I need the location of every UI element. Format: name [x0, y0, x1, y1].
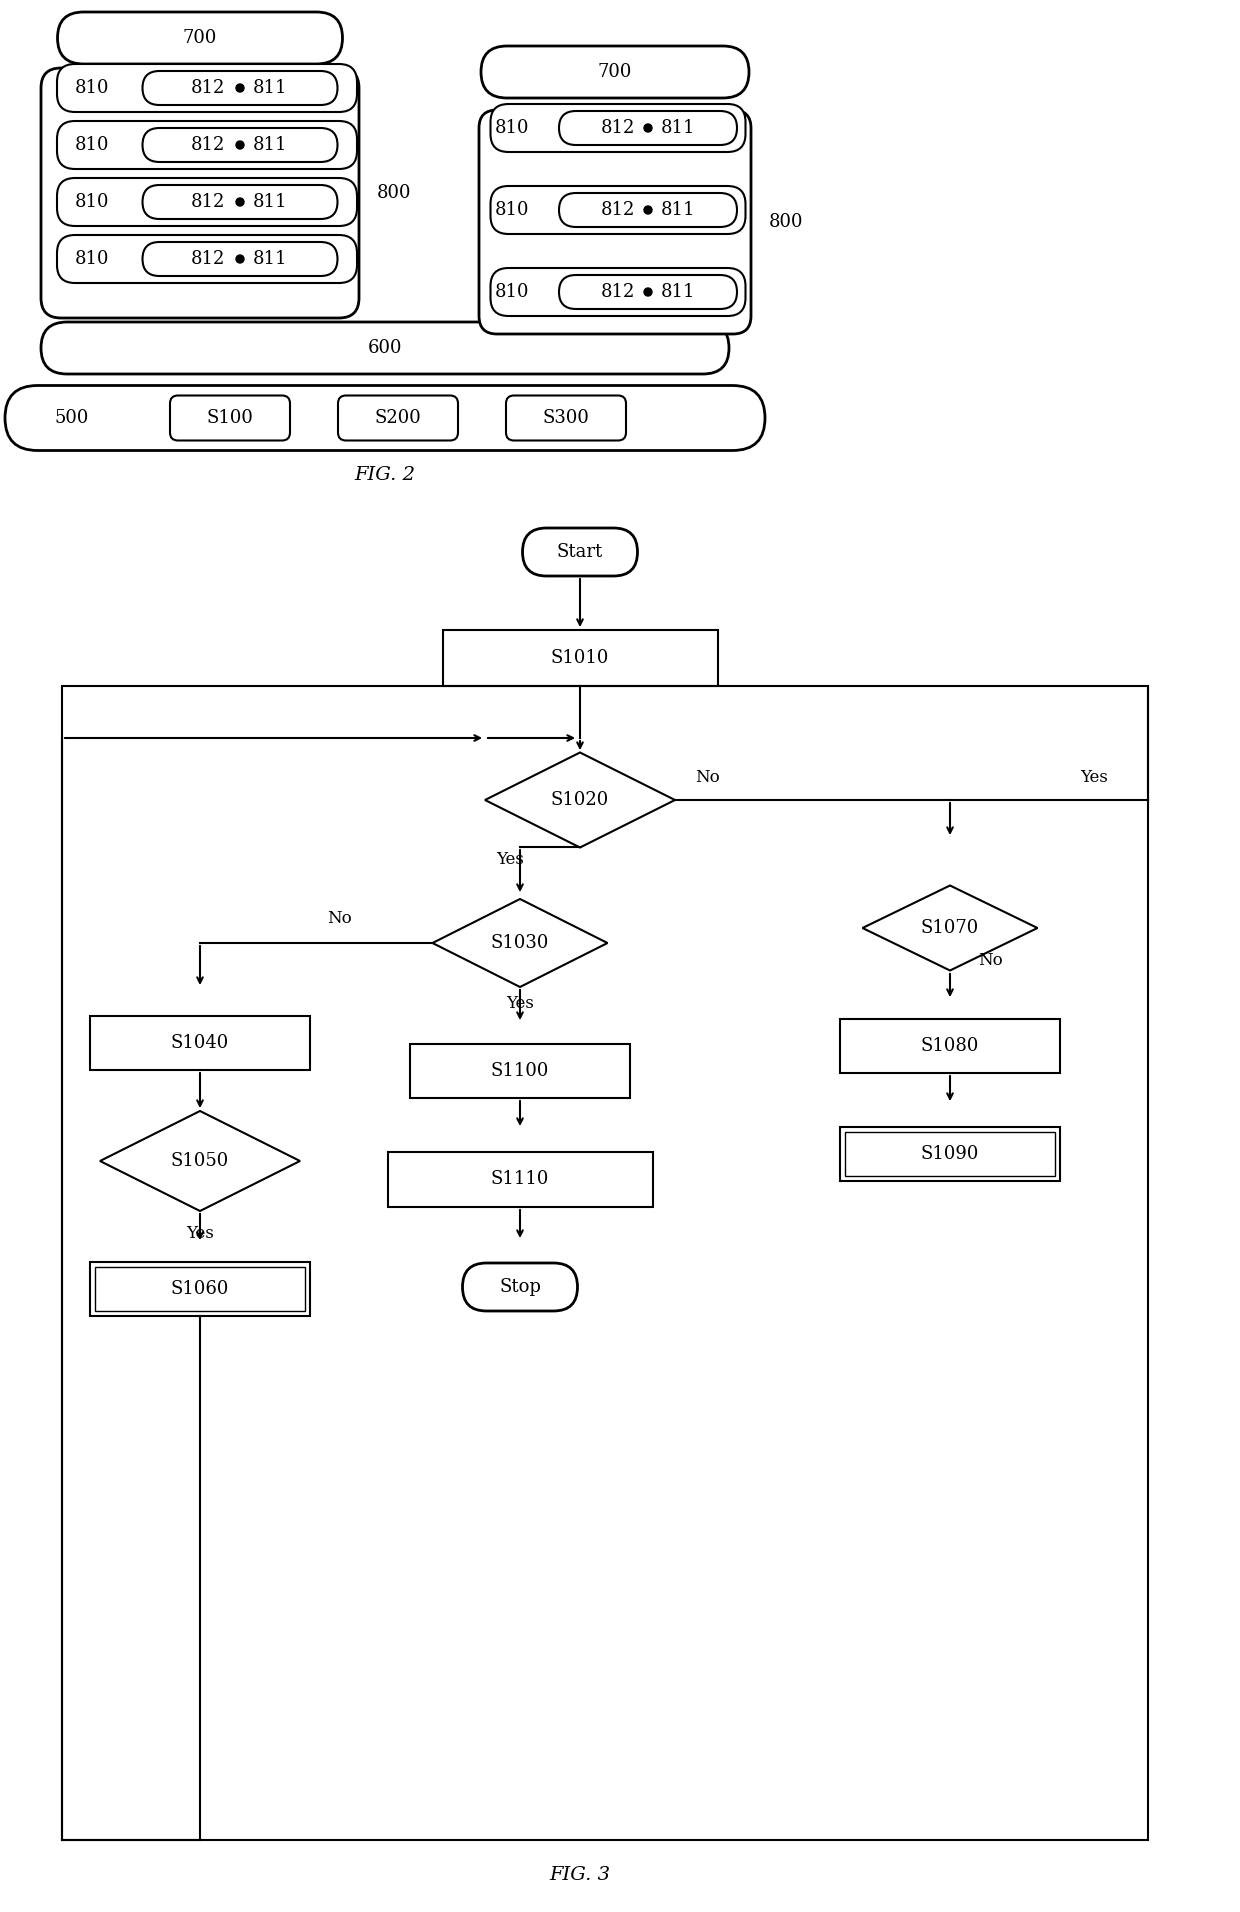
FancyBboxPatch shape [143, 128, 337, 163]
FancyBboxPatch shape [506, 396, 626, 440]
Text: 700: 700 [182, 29, 217, 48]
FancyBboxPatch shape [339, 396, 458, 440]
Text: S1040: S1040 [171, 1034, 229, 1052]
Text: 811: 811 [661, 201, 696, 220]
Circle shape [236, 84, 244, 92]
Text: 812: 812 [191, 78, 226, 98]
Text: No: No [327, 910, 352, 927]
Text: S1110: S1110 [491, 1170, 549, 1187]
FancyBboxPatch shape [57, 63, 357, 113]
Text: 700: 700 [598, 63, 632, 80]
FancyBboxPatch shape [170, 396, 290, 440]
FancyBboxPatch shape [522, 528, 637, 576]
Text: S1060: S1060 [171, 1279, 229, 1298]
Bar [62, 686, 1148, 1839]
Bar [844, 1132, 1055, 1176]
Bar [443, 629, 718, 686]
Bar [410, 1044, 630, 1097]
Text: S1050: S1050 [171, 1153, 229, 1170]
Text: 810: 810 [74, 250, 109, 268]
Text: S1100: S1100 [491, 1061, 549, 1080]
Text: 811: 811 [253, 193, 288, 210]
Text: S1010: S1010 [551, 648, 609, 667]
Text: No: No [978, 952, 1003, 969]
FancyBboxPatch shape [481, 46, 749, 98]
Text: S1070: S1070 [921, 920, 980, 937]
Text: S1030: S1030 [491, 933, 549, 952]
Text: 812: 812 [601, 201, 635, 220]
Text: S1090: S1090 [921, 1145, 980, 1162]
Text: FIG. 2: FIG. 2 [355, 467, 415, 484]
Text: Yes: Yes [1080, 769, 1107, 786]
Text: 810: 810 [74, 193, 109, 210]
Text: 600: 600 [368, 338, 402, 358]
Circle shape [644, 289, 652, 296]
FancyBboxPatch shape [57, 120, 357, 168]
FancyBboxPatch shape [57, 235, 357, 283]
FancyBboxPatch shape [491, 185, 745, 233]
Circle shape [644, 124, 652, 132]
Text: 810: 810 [495, 119, 529, 138]
FancyBboxPatch shape [559, 275, 737, 310]
FancyBboxPatch shape [491, 268, 745, 315]
Circle shape [644, 206, 652, 214]
Text: Start: Start [557, 543, 603, 560]
Text: Yes: Yes [496, 851, 525, 868]
FancyBboxPatch shape [463, 1264, 578, 1312]
Text: 811: 811 [661, 283, 696, 300]
Polygon shape [485, 753, 675, 847]
Bar [839, 1019, 1060, 1073]
Text: Yes: Yes [186, 1224, 215, 1241]
FancyBboxPatch shape [143, 185, 337, 220]
Text: No: No [694, 769, 719, 786]
Text: 811: 811 [253, 136, 288, 155]
Bar [91, 1015, 310, 1071]
Text: 812: 812 [191, 193, 226, 210]
FancyBboxPatch shape [41, 321, 729, 375]
FancyBboxPatch shape [479, 111, 751, 335]
Text: 810: 810 [495, 201, 529, 220]
Text: Yes: Yes [506, 994, 534, 1011]
Circle shape [236, 199, 244, 206]
Text: 800: 800 [769, 212, 804, 231]
Text: FIG. 3: FIG. 3 [549, 1866, 610, 1883]
Text: 811: 811 [253, 250, 288, 268]
Circle shape [236, 254, 244, 264]
FancyBboxPatch shape [57, 178, 357, 226]
Text: 810: 810 [74, 78, 109, 98]
Bar [387, 1151, 652, 1206]
Text: 800: 800 [377, 184, 412, 203]
Bar [91, 1262, 310, 1315]
Text: Stop: Stop [498, 1277, 541, 1296]
Text: S300: S300 [543, 409, 589, 426]
FancyBboxPatch shape [5, 386, 765, 451]
Polygon shape [863, 885, 1038, 971]
FancyBboxPatch shape [41, 69, 360, 317]
FancyBboxPatch shape [491, 103, 745, 151]
Bar [839, 1126, 1060, 1182]
FancyBboxPatch shape [559, 193, 737, 228]
Text: S1080: S1080 [921, 1036, 980, 1055]
Text: 811: 811 [661, 119, 696, 138]
Text: 810: 810 [495, 283, 529, 300]
Text: 810: 810 [74, 136, 109, 155]
Bar [95, 1268, 305, 1312]
FancyBboxPatch shape [143, 243, 337, 275]
Circle shape [236, 141, 244, 149]
Text: 812: 812 [601, 119, 635, 138]
Text: S200: S200 [374, 409, 422, 426]
Text: 500: 500 [55, 409, 89, 426]
Text: 812: 812 [191, 136, 226, 155]
Polygon shape [433, 899, 608, 987]
FancyBboxPatch shape [57, 11, 342, 63]
Text: 811: 811 [253, 78, 288, 98]
Polygon shape [100, 1111, 300, 1210]
Text: 812: 812 [191, 250, 226, 268]
Text: S100: S100 [207, 409, 253, 426]
Text: 812: 812 [601, 283, 635, 300]
FancyBboxPatch shape [559, 111, 737, 145]
FancyBboxPatch shape [143, 71, 337, 105]
Text: S1020: S1020 [551, 792, 609, 809]
